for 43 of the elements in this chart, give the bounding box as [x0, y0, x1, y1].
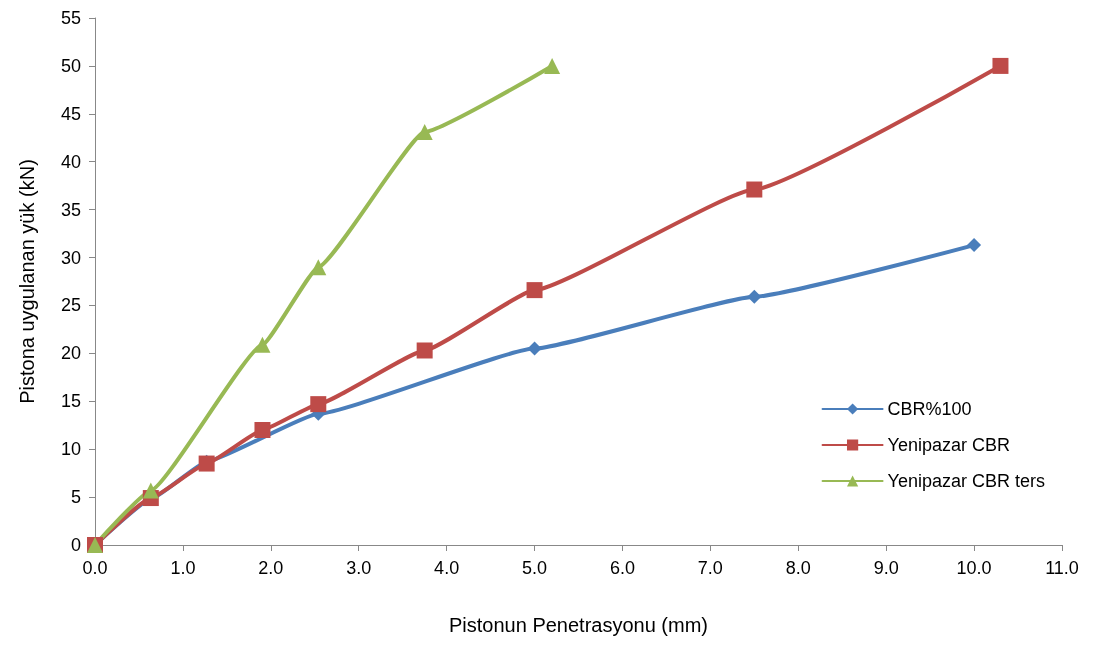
x-tick-label: 0.0	[82, 558, 108, 578]
point	[310, 259, 327, 276]
point	[416, 124, 433, 141]
point	[747, 289, 762, 304]
y-tick-label: 25	[60, 295, 81, 316]
y-tick-label: 35	[60, 199, 81, 220]
x-tick-label: 3.0	[346, 558, 372, 578]
y-tick-label: 15	[60, 391, 81, 412]
point	[310, 396, 327, 413]
x-tick-label: 8.0	[785, 558, 811, 578]
y-tick-label: 40	[60, 151, 81, 172]
x-tick-label: 5.0	[522, 558, 548, 578]
point	[254, 422, 271, 439]
point	[526, 282, 543, 299]
legend-label: CBR%100	[887, 399, 972, 419]
legend-label: Yenipazar CBR ters	[887, 471, 1046, 491]
y-tick-label: 5	[70, 487, 81, 508]
legend-label: Yenipazar CBR	[887, 435, 1010, 455]
y-axis-title: Pistona uygulanan yük (kN)	[16, 159, 38, 404]
x-tick-label: 9.0	[873, 558, 899, 578]
y-tick-label: 30	[60, 247, 81, 268]
y-tick-label: 55	[60, 8, 81, 28]
point	[416, 342, 433, 359]
point	[992, 57, 1009, 74]
x-tick-label: 4.0	[434, 558, 460, 578]
point	[544, 57, 561, 74]
x-tick-label: 1.0	[170, 558, 196, 578]
y-tick-label: 50	[60, 55, 81, 76]
point	[967, 238, 982, 253]
x-tick-label: 11.0	[1045, 558, 1079, 578]
y-tick-label: 20	[60, 343, 81, 364]
y-tick-label: 0	[70, 535, 81, 555]
point	[527, 341, 542, 356]
x-tick-label: 6.0	[609, 558, 635, 578]
point	[254, 336, 271, 353]
y-tick-label: 45	[60, 103, 81, 124]
x-tick-label: 7.0	[697, 558, 723, 578]
y-tick-label: 10	[60, 439, 81, 460]
point	[142, 482, 159, 499]
x-tick-label: 2.0	[258, 558, 284, 578]
point	[746, 181, 763, 198]
x-tick-label: 10.0	[956, 558, 992, 578]
x-axis-title: Pistonun Penetrasyonu (mm)	[448, 614, 709, 636]
